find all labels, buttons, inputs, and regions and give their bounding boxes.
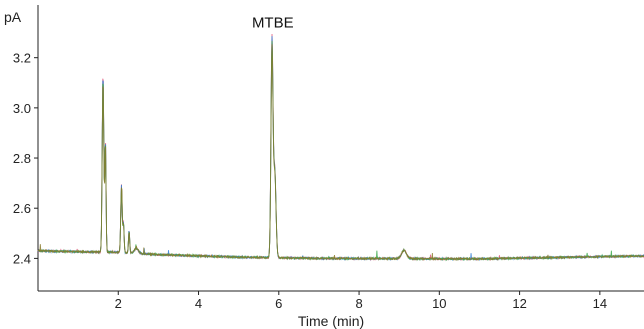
trace-4 — [37, 44, 644, 262]
x-axis-label: Time (min) — [298, 313, 364, 329]
x-tick-label: 6 — [275, 296, 282, 311]
y-tick-label: 3.0 — [13, 101, 31, 116]
x-tick-label: 10 — [432, 296, 446, 311]
x-tick-label: 2 — [115, 296, 122, 311]
trace-2 — [37, 36, 644, 262]
y-tick-label: 2.8 — [13, 151, 31, 166]
y-ticks: 2.4 2.6 2.8 3.0 3.2 — [13, 51, 38, 266]
trace-3 — [37, 40, 644, 262]
x-tick-label: 14 — [593, 296, 607, 311]
series-traces — [37, 34, 644, 262]
x-tick-label: 4 — [195, 296, 202, 311]
trace-1 — [37, 34, 644, 262]
x-tick-label: 12 — [512, 296, 526, 311]
x-tick-label: 8 — [355, 296, 362, 311]
peak-annotation-mtbe: MTBE — [252, 15, 294, 32]
y-tick-label: 2.4 — [13, 251, 31, 266]
x-ticks: 2 4 6 8 10 12 14 — [115, 291, 607, 311]
y-tick-label: 3.2 — [13, 51, 31, 66]
axes — [37, 5, 644, 292]
y-tick-label: 2.6 — [13, 201, 31, 216]
y-axis-label: pA — [4, 9, 22, 25]
